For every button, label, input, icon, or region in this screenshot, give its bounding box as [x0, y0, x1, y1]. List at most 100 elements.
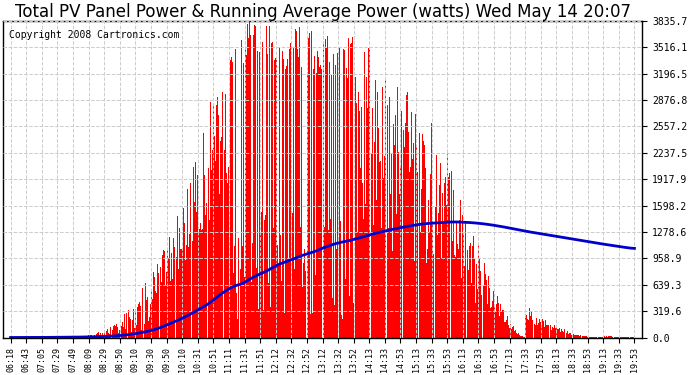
Bar — [97, 333, 98, 338]
Bar — [520, 335, 522, 338]
Bar — [423, 141, 424, 338]
Bar — [150, 304, 151, 338]
Bar — [270, 52, 271, 338]
Bar — [590, 337, 591, 338]
Bar — [233, 273, 234, 338]
Bar — [447, 152, 448, 338]
Bar — [277, 37, 278, 338]
Bar — [578, 335, 579, 338]
Bar — [107, 329, 108, 338]
Bar — [510, 324, 511, 338]
Bar — [283, 59, 284, 338]
Bar — [507, 316, 508, 338]
Bar — [364, 52, 365, 338]
Bar — [368, 48, 369, 338]
Bar — [448, 177, 449, 338]
Bar — [429, 232, 430, 338]
Bar — [50, 337, 51, 338]
Bar — [397, 87, 398, 338]
Bar — [379, 162, 380, 338]
Bar — [263, 310, 264, 338]
Bar — [318, 57, 319, 338]
Bar — [131, 332, 132, 338]
Bar — [151, 289, 152, 338]
Bar — [400, 165, 401, 338]
Bar — [392, 251, 393, 338]
Bar — [211, 170, 212, 338]
Bar — [548, 325, 549, 338]
Bar — [116, 324, 117, 338]
Bar — [556, 326, 557, 338]
Bar — [66, 336, 68, 338]
Bar — [591, 337, 592, 338]
Bar — [585, 336, 586, 338]
Bar — [538, 323, 539, 338]
Bar — [559, 329, 560, 338]
Bar — [153, 272, 154, 338]
Bar — [493, 291, 494, 338]
Bar — [508, 318, 509, 338]
Bar — [122, 321, 123, 338]
Bar — [154, 278, 155, 338]
Bar — [460, 200, 461, 338]
Bar — [305, 271, 306, 338]
Bar — [479, 288, 480, 338]
Bar — [522, 336, 523, 338]
Bar — [244, 278, 245, 338]
Bar — [171, 252, 172, 338]
Bar — [121, 326, 122, 338]
Bar — [70, 337, 71, 338]
Bar — [452, 241, 453, 338]
Bar — [381, 228, 382, 338]
Bar — [562, 332, 563, 338]
Bar — [333, 54, 334, 338]
Bar — [190, 241, 191, 338]
Bar — [44, 337, 46, 338]
Bar — [105, 330, 106, 338]
Bar — [605, 336, 606, 338]
Bar — [568, 334, 569, 338]
Bar — [214, 111, 215, 338]
Bar — [174, 247, 175, 338]
Bar — [504, 323, 505, 338]
Bar — [534, 324, 535, 338]
Bar — [621, 337, 622, 338]
Bar — [210, 213, 211, 338]
Bar — [545, 320, 546, 338]
Bar — [253, 35, 254, 338]
Bar — [373, 242, 374, 338]
Bar — [209, 220, 210, 338]
Bar — [425, 168, 426, 338]
Bar — [444, 183, 445, 338]
Bar — [540, 321, 541, 338]
Bar — [239, 297, 240, 338]
Bar — [500, 304, 501, 338]
Bar — [164, 251, 165, 338]
Bar — [511, 328, 512, 338]
Bar — [56, 337, 57, 338]
Bar — [314, 56, 315, 338]
Bar — [237, 320, 238, 338]
Bar — [509, 328, 510, 338]
Bar — [117, 332, 119, 338]
Bar — [138, 304, 139, 338]
Bar — [92, 337, 93, 338]
Bar — [144, 324, 145, 338]
Bar — [555, 330, 556, 338]
Bar — [343, 49, 344, 338]
Bar — [292, 213, 293, 338]
Bar — [177, 216, 178, 338]
Bar — [64, 337, 65, 338]
Bar — [180, 249, 181, 338]
Bar — [468, 270, 469, 338]
Bar — [109, 334, 110, 338]
Bar — [523, 337, 524, 338]
Bar — [608, 336, 609, 338]
Bar — [231, 57, 232, 338]
Bar — [335, 64, 336, 338]
Bar — [445, 177, 446, 338]
Bar — [362, 183, 363, 338]
Bar — [498, 303, 500, 338]
Bar — [89, 336, 90, 338]
Bar — [492, 296, 493, 338]
